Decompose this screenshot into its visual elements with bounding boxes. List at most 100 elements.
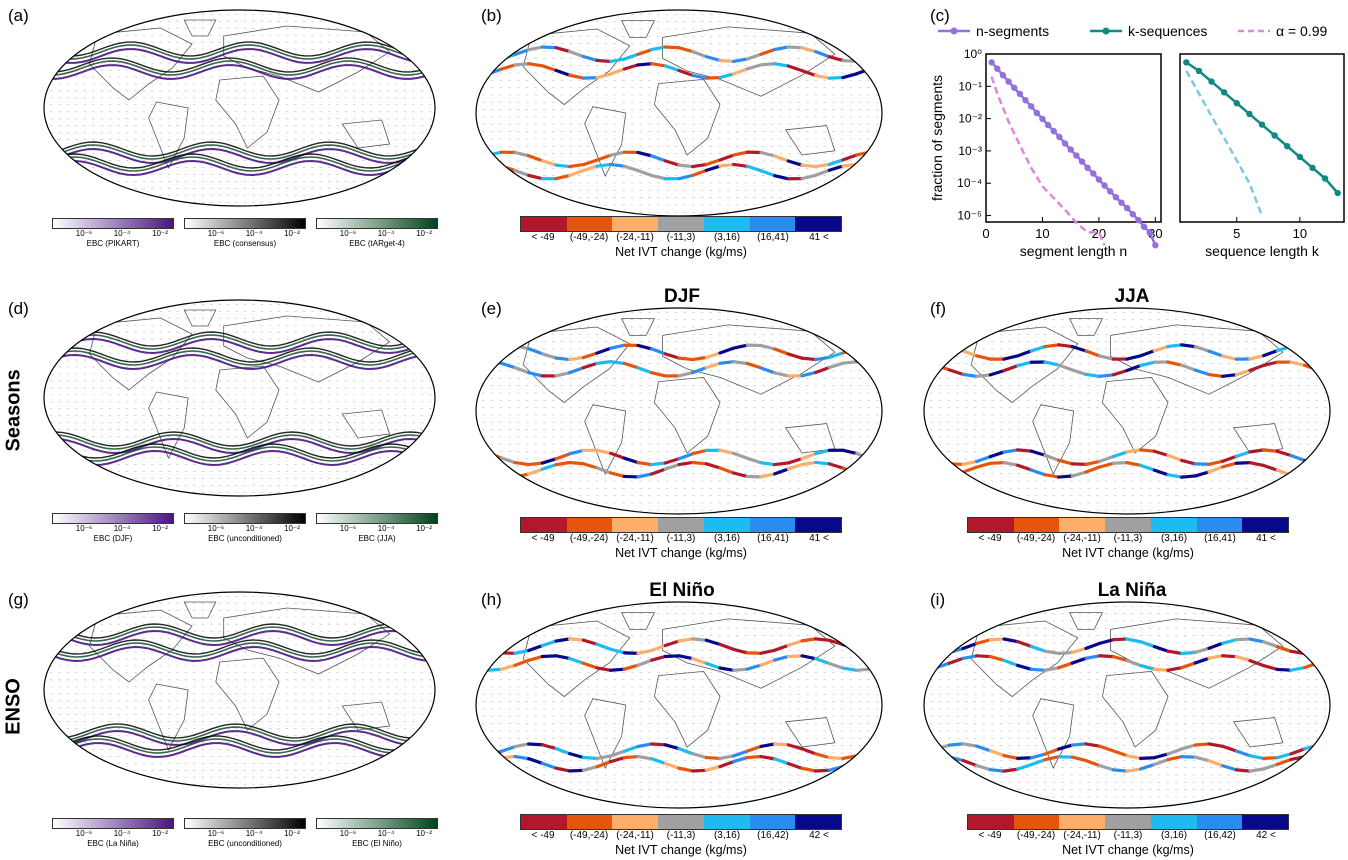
- ivt-bin-label: 42 <: [1256, 830, 1276, 841]
- ebc-colorbar-3-2: 10⁻⁶ 10⁻⁴ 10⁻² EBC (unconditioned): [184, 818, 306, 848]
- map-panel-h: [475, 601, 883, 809]
- ebc-colorbar-1-1: 10⁻⁶ 10⁻⁴ 10⁻² EBC (PIKART): [52, 218, 174, 248]
- ebc-tick: 10⁻²: [284, 229, 300, 238]
- ivt-color-bin: [1196, 518, 1243, 532]
- ebc-tick: 10⁻²: [284, 524, 300, 533]
- ivt-bin-label: (-49,-24): [569, 830, 609, 841]
- data-point: [1183, 59, 1190, 66]
- ebc-tick: 10⁻⁶: [339, 829, 357, 838]
- map-panel-g: [43, 591, 436, 789]
- ebc-caption: EBC (tARget-4): [349, 239, 405, 248]
- ebc-tick: 10⁻²: [416, 524, 432, 533]
- ivt-color-bin: [566, 815, 613, 829]
- ivt-bin-label: (16,42): [1204, 830, 1236, 841]
- data-point: [1011, 84, 1018, 91]
- axes-frame-left: [985, 53, 1162, 223]
- ebc-tick: 10⁻⁴: [377, 229, 395, 238]
- panel-label-d: (d): [8, 299, 29, 318]
- ebc-tick: 10⁻⁶: [339, 229, 357, 238]
- data-point: [988, 59, 995, 66]
- panel-label-g: (g): [8, 590, 29, 609]
- ebc-tick: 10⁻²: [152, 829, 168, 838]
- ivt-color-bin: [1196, 815, 1243, 829]
- ivt-bin-label: < -49: [531, 830, 555, 841]
- ivt-color-bin: [521, 518, 567, 532]
- data-point: [1220, 89, 1228, 96]
- x-tick-label: 0: [982, 226, 989, 241]
- data-point: [1296, 153, 1304, 161]
- row-label-seasons: Seasons: [2, 369, 25, 452]
- ebc-gradient: [52, 818, 174, 829]
- ebc-gradient: [184, 818, 306, 829]
- ivt-color-bin: [566, 217, 613, 231]
- data-point: [1112, 193, 1120, 201]
- x-tick-label: 10: [1035, 226, 1049, 241]
- ivt-color-bin: [1105, 815, 1151, 829]
- data-point: [1118, 199, 1125, 206]
- data-point: [1246, 110, 1253, 118]
- x-tick-label: 10: [1293, 226, 1307, 241]
- ivt-bin-label: < -49: [531, 232, 555, 243]
- ivt-color-bin: [968, 518, 1014, 532]
- legend-marker: [1102, 27, 1110, 35]
- ebc-caption: EBC (PIKART): [86, 239, 140, 248]
- x-axis-label-left: segment length n: [1020, 243, 1127, 259]
- ivt-bin-label: 41 <: [809, 533, 829, 544]
- ivt-color-bin: [703, 518, 750, 532]
- ivt-bin-label: (16,41): [757, 533, 789, 544]
- ebc-tick: 10⁻⁴: [377, 524, 395, 533]
- y-tick-label: 10⁻⁴: [957, 176, 982, 190]
- ivt-bin-label: (3,16): [1160, 830, 1188, 841]
- ebc-tick: 10⁻²: [416, 229, 432, 238]
- panel-label-e: (e): [481, 299, 502, 318]
- ivt-bin-label: (-24,-11): [1063, 533, 1101, 544]
- ebc-gradient: [316, 218, 438, 229]
- data-point: [1056, 133, 1063, 141]
- data-point: [1095, 176, 1103, 183]
- ivt-bin-label: (16,41): [757, 232, 789, 243]
- y-tick-label: 10⁰: [964, 47, 982, 61]
- data-point: [1101, 182, 1108, 189]
- ivt-color-bin: [749, 815, 796, 829]
- map-panel-e: [475, 307, 883, 515]
- ebc-tick: 10⁻⁴: [113, 829, 131, 838]
- ivt-bin-label: < -49: [531, 533, 555, 544]
- ebc-colorbar-2-3: 10⁻⁶ 10⁻⁴ 10⁻² EBC (JJA): [316, 513, 438, 543]
- data-point: [1090, 170, 1097, 177]
- ivt-colorbar-5: < -49 (-49,-24) (-24,-11) (-11,3) (3,16) (16,…: [967, 814, 1289, 857]
- ivt-color-bin: [612, 217, 659, 231]
- ivt-bin-label: (-49,-24): [569, 533, 609, 544]
- ivt-bin-label: (-24,-11): [616, 232, 654, 243]
- ivt-bin-label: < -49: [978, 830, 1002, 841]
- ivt-caption: Net IVT change (kg/ms): [615, 843, 747, 857]
- ivt-caption: Net IVT change (kg/ms): [1062, 546, 1194, 560]
- map-panel-f: [923, 307, 1331, 515]
- title-la-nina: La Niña: [1097, 580, 1167, 601]
- ivt-bin-label: (3,16): [1160, 533, 1188, 544]
- ivt-colorbar-1: < -49 (-49,-24) (-24,-11) (-11,3) (3,16) (16,…: [520, 216, 842, 259]
- title-jja: JJA: [1114, 286, 1150, 307]
- ebc-tick: 10⁻⁶: [207, 524, 225, 533]
- ebc-tick: 10⁻²: [284, 829, 300, 838]
- ebc-caption: EBC (El Niño): [352, 839, 402, 848]
- ivt-color-bin: [658, 518, 704, 532]
- data-point: [1106, 188, 1114, 195]
- data-point: [1233, 100, 1240, 107]
- ebc-tick: 10⁻²: [152, 229, 168, 238]
- ivt-bin-label: (-11,3): [1113, 830, 1143, 841]
- ebc-caption: EBC (JJA): [358, 534, 396, 543]
- ebc-tick: 10⁻⁴: [113, 229, 131, 238]
- ivt-colorbar-3: < -49 (-49,-24) (-24,-11) (-11,3) (3,16) (16,…: [967, 517, 1289, 560]
- ebc-tick: 10⁻⁶: [75, 829, 93, 838]
- data-point: [1334, 189, 1341, 197]
- ivt-bin-label: (3,16): [713, 830, 741, 841]
- data-point: [1140, 223, 1148, 230]
- ivt-color-bin: [1059, 518, 1106, 532]
- ivt-bin-label: (-49,-24): [569, 232, 609, 243]
- ivt-color-bin: [658, 217, 704, 231]
- ivt-color-bin: [612, 815, 659, 829]
- ebc-colorbar-3-3: 10⁻⁶ 10⁻⁴ 10⁻² EBC (El Niño): [316, 818, 438, 848]
- data-point: [1321, 175, 1329, 182]
- data-point: [1005, 78, 1012, 85]
- data-point: [1152, 242, 1159, 249]
